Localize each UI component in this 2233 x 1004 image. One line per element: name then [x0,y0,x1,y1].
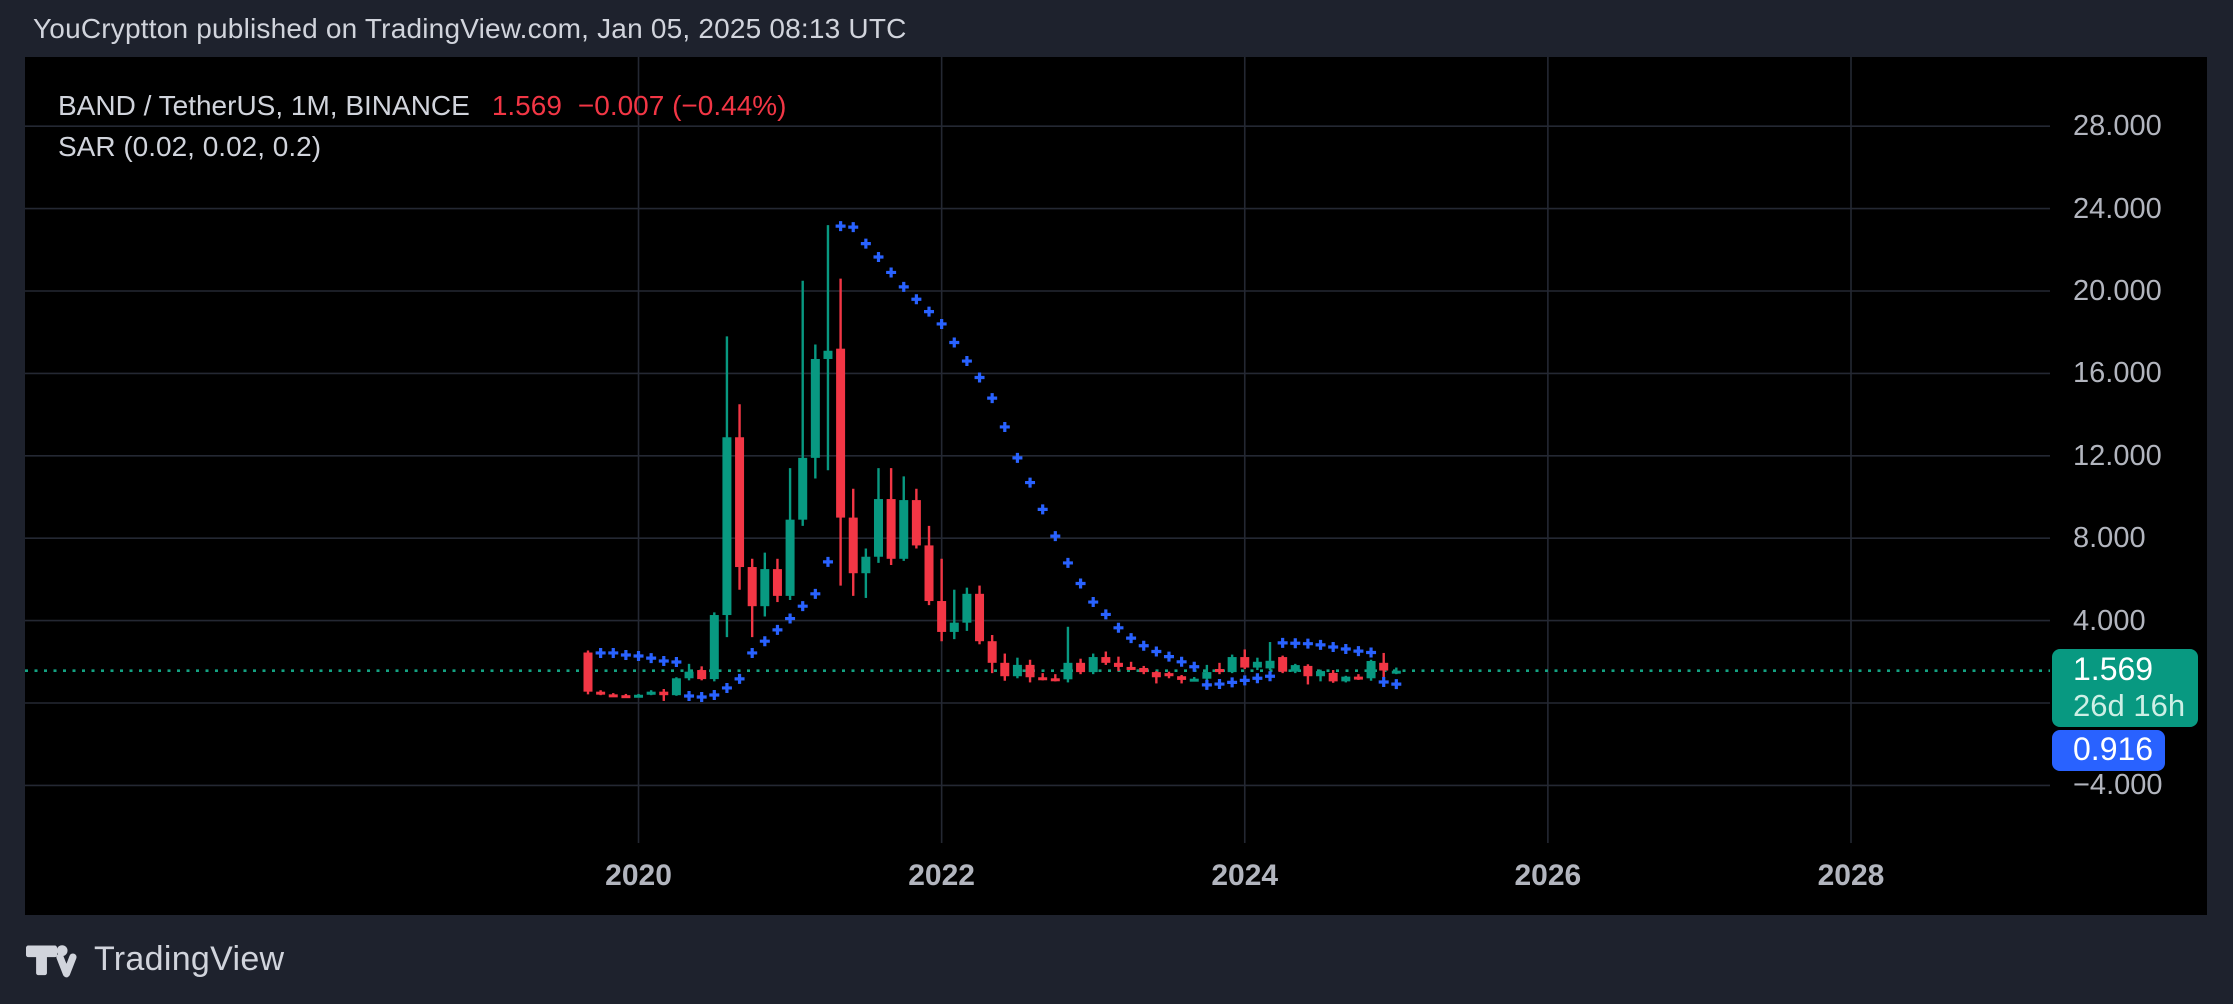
attribution-text: YouCryptton published on TradingView.com… [33,12,907,44]
year-tick-label: 2024 [1211,859,1279,892]
symbol-title[interactable]: BAND / TetherUS, 1M, BINANCE [58,90,470,121]
price-tick-label: 24.000 [2073,192,2162,225]
current-price-value: 1.569 [2073,650,2154,687]
last-price: 1.569 [491,90,562,121]
year-tick-label: 2028 [1817,859,1885,892]
candles-series [583,225,1401,701]
symbol-row[interactable]: BAND / TetherUS, 1M, BINANCE 1.569 −0.00… [58,85,803,127]
sar-value: 0.916 [2073,731,2154,768]
sar-dots [595,221,1402,703]
tradingview-logo-icon[interactable] [26,941,78,979]
indicator-label[interactable]: SAR (0.02, 0.02, 0.2) [58,131,322,162]
gridlines [25,57,2050,843]
price-tick-label: 8.000 [2073,522,2146,555]
price-tick-label: 20.000 [2073,275,2162,307]
year-tick-label: 2022 [908,859,975,892]
year-tick-label: 2026 [1514,859,1582,892]
current-price-badge: 1.569 26d 16h [2052,648,2198,727]
chart-panel[interactable]: BAND / TetherUS, 1M, BINANCE 1.569 −0.00… [25,57,2207,915]
price-tick-label: 4.000 [2073,604,2146,637]
year-tick-label: 2020 [605,859,672,892]
attribution-bar: YouCryptton published on TradingView.com… [33,0,907,57]
price-change: −0.007 (−0.44%) [577,90,787,121]
price-scale[interactable]: 28.000 24.000 20.000 16.000 12.000 8.000 4.000… [2050,57,2207,843]
price-tick-label: −4.000 [2073,769,2163,802]
price-tick-label: 16.000 [2073,357,2162,390]
legend: BAND / TetherUS, 1M, BINANCE 1.569 −0.00… [58,85,803,167]
price-tick-label: 28.000 [2073,110,2162,143]
candlestick-chart[interactable] [25,57,2207,915]
price-tick-label: 12.000 [2073,439,2162,472]
bar-countdown: 26d 16h [2073,688,2186,724]
footer-bar: TradingView [0,915,2233,1004]
tradingview-brand[interactable]: TradingView [94,940,285,978]
sar-value-badge: 0.916 [2052,729,2165,771]
indicator-row[interactable]: SAR (0.02, 0.02, 0.2) [58,127,803,167]
time-scale[interactable]: 2020 2022 2024 2026 2028 [25,843,2050,915]
